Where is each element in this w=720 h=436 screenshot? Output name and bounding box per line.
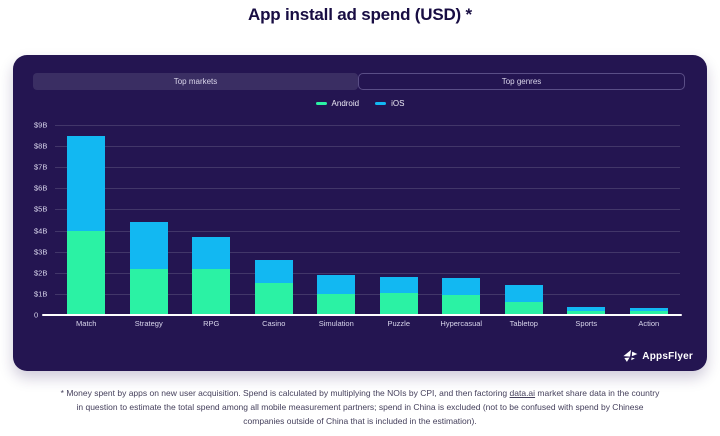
gridline (55, 125, 680, 126)
x-tick-label-sports: Sports (575, 319, 598, 328)
bar-action (629, 308, 668, 315)
legend-dash-ios (375, 102, 387, 105)
legend-item-android: Android (315, 99, 360, 108)
x-tick-label-rpg: RPG (203, 319, 220, 328)
gridline (55, 209, 680, 211)
y-tick-label: $9B (34, 120, 48, 130)
bar-segment-ios-action (629, 308, 668, 312)
x-tick-label-simulation: Simulation (318, 319, 354, 328)
legend-label-ios: iOS (391, 99, 405, 108)
x-axis-line (42, 314, 682, 316)
bar-segment-ios-hypercasual (442, 278, 481, 295)
chart-legend: Android iOS (13, 99, 707, 108)
gridline (55, 146, 680, 148)
gridline (55, 188, 680, 190)
bar-segment-ios-strategy (129, 222, 168, 269)
bar-segment-android-puzzle (379, 292, 418, 315)
bar-slot-rpg (180, 125, 243, 315)
bar-segment-ios-rpg (192, 236, 231, 269)
footnote-text-before-link: * Money spent by apps on new user acquis… (60, 388, 510, 398)
bar-segment-ios-tabletop (504, 285, 543, 303)
butterfly-icon (623, 349, 638, 363)
bar-rpg (192, 236, 231, 315)
gridline (55, 251, 680, 253)
bar-segment-android-hypercasual (442, 294, 481, 315)
tab-bar: Top markets Top genres (33, 73, 685, 90)
tab-top-genres[interactable]: Top genres (358, 73, 685, 90)
bar-slot-sports (555, 125, 618, 315)
bar-segment-ios-casino (254, 260, 293, 284)
x-tick-label-strategy: Strategy (134, 319, 163, 328)
bar-simulation (317, 274, 356, 315)
y-tick-label: 0 (34, 310, 39, 320)
gridline (55, 293, 680, 295)
plot-area (55, 125, 680, 315)
y-tick-label: $2B (34, 268, 48, 278)
bar-strategy (129, 222, 168, 315)
x-tick-label-tabletop: Tabletop (509, 319, 538, 328)
bar-slot-simulation (305, 125, 368, 315)
tab-top-genres-label: Top genres (501, 77, 542, 86)
x-tick-label-casino: Casino (262, 319, 286, 328)
bar-slot-hypercasual (430, 125, 493, 315)
bar-segment-android-rpg (192, 268, 231, 315)
bar-segment-android-casino (254, 283, 293, 315)
bar-segment-android-strategy (129, 268, 168, 315)
y-tick-label: $6B (34, 183, 48, 193)
x-tick-label-match: Match (76, 319, 97, 328)
legend-label-android: Android (331, 99, 360, 108)
gridline (55, 230, 680, 232)
y-tick-label: $1B (34, 289, 48, 299)
page-title: App install ad spend (USD) * (248, 5, 472, 24)
bar-segment-android-match (67, 230, 106, 315)
bar-slot-casino (243, 125, 306, 315)
bar-slot-action (618, 125, 681, 315)
bar-tabletop (504, 285, 543, 315)
y-tick-label: $3B (34, 247, 48, 257)
y-tick-label: $5B (34, 204, 48, 214)
bar-slot-match (55, 125, 118, 315)
y-tick-label: $4B (34, 226, 48, 236)
x-axis-labels: Match Strategy RPG Casino Simulation Puzzle Hy… (55, 319, 680, 328)
footnote: * Money spent by apps on new user acquis… (58, 386, 662, 428)
bar-slot-strategy (118, 125, 181, 315)
tab-top-markets-label: Top markets (173, 77, 218, 86)
bar-segment-android-sports (567, 310, 606, 315)
bar-slot-tabletop (493, 125, 556, 315)
footnote-text-after-link: market share data in the country in ques… (76, 388, 660, 427)
bar-puzzle (379, 277, 418, 315)
legend-dash-android (315, 102, 327, 105)
x-tick-label-action: Action (638, 319, 660, 328)
bar-segment-ios-simulation (317, 274, 356, 294)
bar-segment-android-tabletop (504, 302, 543, 315)
bar-segment-ios-sports (567, 306, 606, 311)
legend-item-ios: iOS (375, 99, 404, 108)
tab-top-markets[interactable]: Top markets (33, 73, 358, 90)
bar-hypercasual (442, 278, 481, 315)
bar-match (67, 135, 106, 315)
bar-segment-android-simulation (317, 293, 356, 315)
bar-segment-ios-puzzle (379, 277, 418, 293)
gridline (55, 167, 680, 169)
footnote-link-dataai[interactable]: data.ai (509, 388, 536, 398)
x-tick-label-hypercasual: Hypercasual (440, 319, 483, 328)
bar-casino (254, 260, 293, 315)
bar-segment-ios-match (67, 135, 106, 231)
bar-slot-puzzle (368, 125, 431, 315)
bar-segment-android-action (629, 311, 668, 315)
logo-text: AppsFlyer (642, 350, 693, 362)
y-axis: $9B $8B $7B $6B $5B $4B $3B $2B $1B 0 (34, 121, 60, 320)
appsflyer-logo: AppsFlyer (623, 349, 693, 363)
gridline (55, 272, 680, 274)
bar-sports (567, 306, 606, 315)
x-tick-label-puzzle: Puzzle (387, 319, 410, 328)
bars-container (55, 125, 680, 315)
y-tick-label: $7B (34, 162, 48, 172)
y-tick-label: $8B (34, 141, 48, 151)
chart-panel: Top markets Top genres Android iOS $9B $8B… (13, 55, 707, 371)
